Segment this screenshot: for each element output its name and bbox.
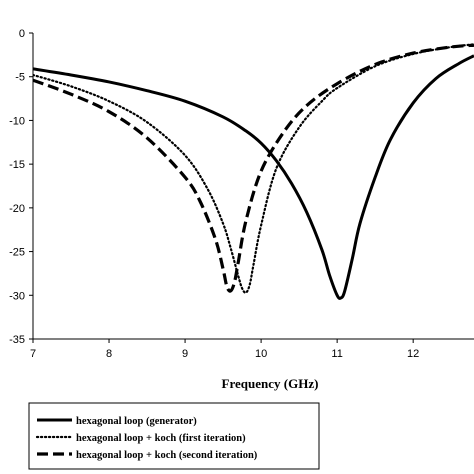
y-tick-label: -35 — [9, 334, 25, 346]
legend-label-2: hexagonal loop + koch (first iteration) — [76, 433, 246, 444]
y-tick-label: -10 — [9, 115, 25, 127]
y-tick-label: 0 — [19, 28, 25, 40]
y-tick-label: -25 — [9, 247, 25, 259]
x-axis-title: Frequency (GHz) — [222, 376, 319, 391]
y-tick-label: -15 — [9, 159, 25, 171]
series-line-1 — [33, 54, 474, 300]
y-tick-label: -5 — [15, 72, 25, 84]
series-layer — [33, 43, 474, 300]
x-tick-label: 9 — [182, 348, 188, 360]
legend-label-3: hexagonal loop + koch (second iteration) — [76, 450, 258, 461]
y-tick-label: -30 — [9, 290, 25, 302]
legend-label-1: hexagonal loop (generator) — [76, 416, 197, 427]
legend: hexagonal loop (generator) hexagonal loop… — [28, 402, 320, 470]
axes: 0 -5 -10 -15 -20 -25 -30 -35 7 8 9 10 11 12 — [9, 28, 474, 360]
x-tick-label: 7 — [30, 348, 36, 360]
y-tick-label: -20 — [9, 203, 25, 215]
series-line-2 — [33, 43, 474, 294]
x-tick-label: 8 — [106, 348, 112, 360]
x-tick-label: 12 — [407, 348, 419, 360]
legend-box — [28, 402, 320, 470]
x-tick-label: 11 — [331, 348, 342, 360]
x-tick-label: 10 — [255, 348, 267, 360]
series-line-3 — [33, 43, 474, 293]
